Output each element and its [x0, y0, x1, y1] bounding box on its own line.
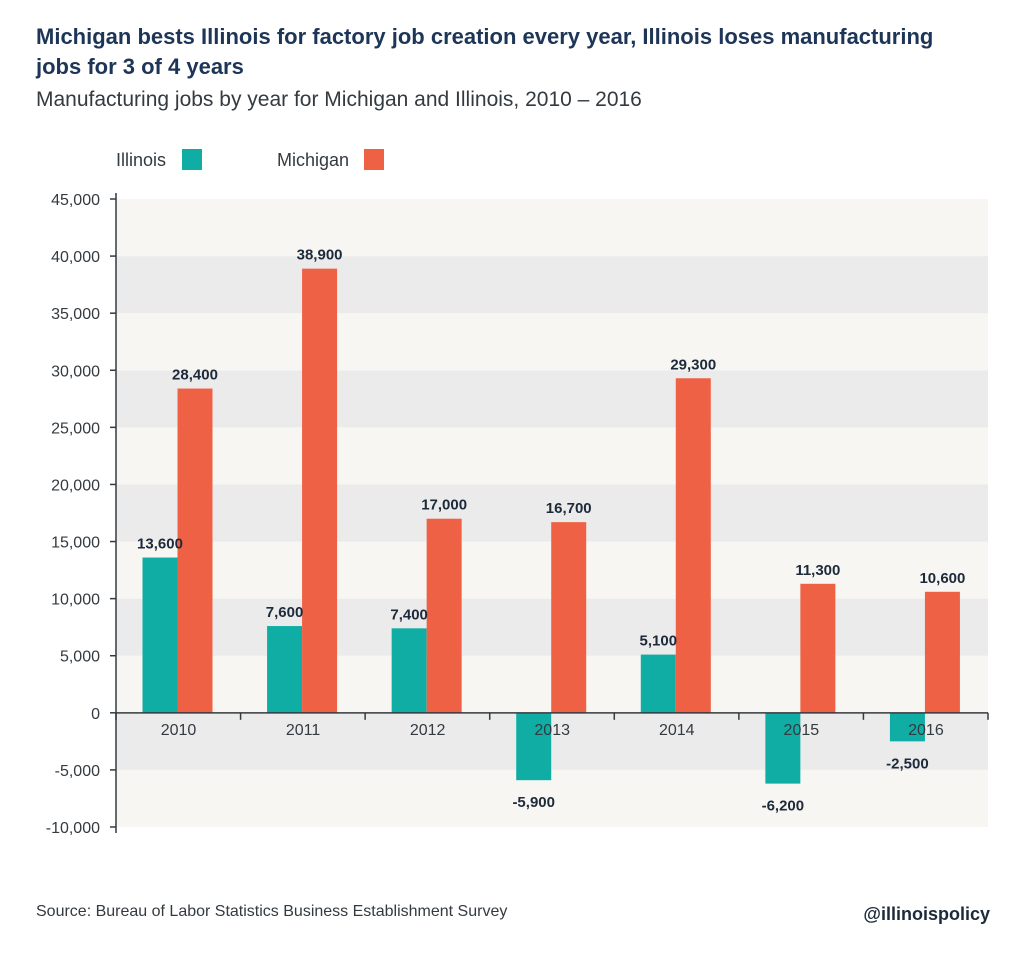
y-tick-label: 45,000 — [51, 192, 100, 209]
michigan-value-label-2012: 17,000 — [421, 497, 467, 514]
illinois-value-label-2015: -6,200 — [762, 798, 805, 815]
illinois-value-label-2010: 13,600 — [137, 536, 183, 553]
michigan-value-label-2016: 10,600 — [919, 570, 965, 587]
illinois-bar-2012 — [391, 628, 427, 713]
chart-title: Michigan bests Illinois for factory job … — [36, 24, 934, 79]
michigan-bar-2015 — [800, 583, 836, 713]
michigan-bar-2016 — [924, 591, 960, 713]
y-tick-label: -10,000 — [46, 820, 100, 837]
y-tick-label: 10,000 — [51, 592, 100, 609]
grid-band — [116, 712, 988, 770]
michigan-value-label-2011: 38,900 — [297, 247, 343, 264]
michigan-value-label-2014: 29,300 — [670, 356, 716, 373]
grid-band — [116, 427, 988, 485]
michigan-value-label-2013: 16,700 — [546, 500, 592, 517]
y-tick-label: 25,000 — [51, 420, 100, 437]
illinois-bar-2014 — [640, 654, 676, 713]
legend: Illinois Michigan — [116, 149, 384, 170]
michigan-bar-2010 — [177, 388, 213, 713]
grid-band — [116, 370, 988, 428]
michigan-bar-2012 — [426, 518, 462, 713]
grid-band — [116, 313, 988, 371]
y-tick-label: 35,000 — [51, 306, 100, 323]
michigan-value-label-2015: 11,300 — [795, 562, 840, 579]
grid-band — [116, 256, 988, 314]
chart-subtitle: Manufacturing jobs by year for Michigan … — [36, 88, 642, 111]
illinois-bar-2016 — [889, 712, 925, 742]
illinois-bar-2015 — [765, 712, 801, 784]
illinois-bar-2010 — [142, 557, 178, 713]
grid-band — [116, 769, 988, 827]
grid-band — [116, 199, 988, 257]
legend-swatch-illinois — [182, 149, 202, 170]
x-tick-label-2015: 2015 — [784, 722, 820, 739]
x-tick-label-2016: 2016 — [908, 722, 944, 739]
x-tick-label-2010: 2010 — [161, 722, 197, 739]
legend-label-michigan: Michigan — [277, 150, 349, 170]
axes: -10,000 -5,000 0 5,000 10,000 15,000 20,000 25,… — [46, 192, 989, 837]
y-tick-label: 30,000 — [51, 363, 100, 380]
legend-label-illinois: Illinois — [116, 150, 166, 170]
bars — [142, 268, 960, 784]
y-tick-label: 40,000 — [51, 249, 100, 266]
michigan-bar-2014 — [675, 378, 711, 713]
brand-handle: @illinoispolicy — [863, 904, 990, 924]
illinois-value-label-2014: 5,100 — [640, 633, 678, 650]
illinois-value-label-2016: -2,500 — [886, 755, 929, 772]
data-labels: 13,600 28,400 2010 7,600 38,900 2011 7,400 17,0… — [137, 247, 965, 815]
illinois-value-label-2011: 7,600 — [266, 604, 304, 621]
y-tick-label: 5,000 — [60, 649, 100, 666]
x-tick-label-2013: 2013 — [534, 722, 570, 739]
y-tick-label: 20,000 — [51, 477, 100, 494]
michigan-bar-2011 — [302, 268, 338, 713]
illinois-value-label-2013: -5,900 — [512, 794, 555, 811]
y-tick-label: -5,000 — [55, 763, 100, 780]
illinois-bar-2011 — [267, 626, 303, 713]
illinois-bar-2013 — [516, 712, 552, 781]
y-tick-label: 0 — [91, 706, 100, 723]
y-tick-label: 15,000 — [51, 535, 100, 552]
michigan-value-label-2010: 28,400 — [172, 367, 218, 384]
legend-swatch-michigan — [364, 149, 384, 170]
michigan-bar-2013 — [551, 522, 587, 713]
source-note: Source: Bureau of Labor Statistics Busin… — [36, 903, 508, 920]
x-tick-label-2014: 2014 — [659, 722, 695, 739]
x-tick-label-2011: 2011 — [286, 722, 321, 739]
x-tick-label-2012: 2012 — [410, 722, 446, 739]
illinois-value-label-2012: 7,400 — [390, 606, 428, 623]
